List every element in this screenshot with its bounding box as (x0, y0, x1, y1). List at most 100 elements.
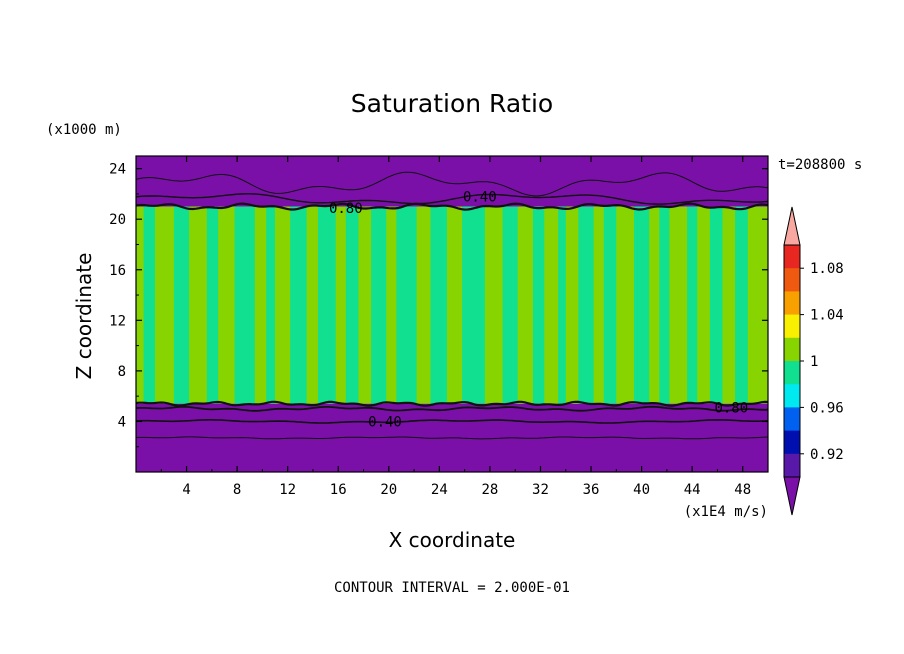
y-unit-label: (x1000 m) (46, 122, 122, 138)
cloud-band (747, 206, 768, 404)
cloud-band (649, 206, 660, 404)
y-tick-label: 16 (109, 263, 126, 279)
cloud-band (697, 206, 711, 404)
colorbar-swatch (784, 291, 800, 315)
lower-contour-080 (136, 405, 768, 412)
x-tick-label: 20 (380, 482, 397, 498)
chart-title: Saturation Ratio (351, 89, 553, 118)
lower-contour-thin (136, 436, 768, 440)
cloud-band (669, 206, 688, 404)
plot-frame (135, 155, 769, 473)
cloud-band (484, 206, 504, 404)
upper-dry-layer (136, 156, 768, 207)
y-tick-label: 12 (109, 313, 126, 329)
y-axis: 4 8 12 16 20 24 (109, 162, 768, 448)
x-unit-label: (x1E4 m/s) (684, 504, 768, 520)
colorbar-label: 0.92 (810, 447, 844, 463)
colorbar-swatch (784, 384, 800, 408)
cloud-band (275, 206, 291, 404)
contour-label-1: 0.80 (329, 201, 363, 217)
contour-label-2: 0.40 (368, 414, 402, 430)
x-axis: 4 8 12 16 20 24 28 32 36 40 44 48 (160, 156, 751, 498)
cloud-band (206, 206, 219, 404)
cloud-band (218, 206, 236, 404)
cloud-band (544, 206, 559, 404)
colorbar: 1.08 1.04 1 0.96 0.92 (783, 206, 844, 516)
x-tick-label: 32 (532, 482, 549, 498)
x-axis-label: X coordinate (389, 528, 516, 552)
cloud-band (173, 206, 190, 404)
x-tick-label: 36 (583, 482, 600, 498)
x-tick-label: 12 (279, 482, 296, 498)
x-tick-label: 44 (684, 482, 701, 498)
cloud-band (593, 206, 605, 404)
cloud-band (335, 206, 347, 404)
cloud-top-contour (136, 202, 768, 211)
lower-contour-040 (136, 419, 768, 424)
cloud-band (306, 206, 319, 404)
contour-label-3: 0.80 (714, 401, 748, 417)
cloud-band (189, 206, 208, 404)
cloud-band (687, 206, 698, 404)
cloud-band (722, 206, 736, 404)
cloud-band (565, 206, 579, 404)
cloud-band (735, 206, 749, 404)
x-tick-label: 4 (182, 482, 190, 498)
y-tick-label: 4 (118, 414, 126, 430)
cloud-band (430, 206, 448, 404)
cloud-band (234, 206, 256, 404)
cloud-bands (136, 206, 768, 404)
contour-label-0: 0.40 (463, 189, 497, 205)
colorbar-swatch (784, 314, 800, 339)
colorbar-swatch (784, 453, 800, 478)
upper-contour-040 (136, 193, 768, 205)
contour-labels: 0.40 0.80 0.40 0.80 (329, 189, 748, 430)
time-label: t=208800 s (778, 157, 862, 173)
cloud-band (634, 206, 650, 404)
cloud-band (558, 206, 567, 404)
cloud-band (502, 206, 519, 404)
cloud-band (358, 206, 372, 404)
cloud-band (290, 206, 308, 404)
cloud-band (143, 206, 156, 404)
cloud-band (462, 206, 486, 404)
cloud-band (616, 206, 635, 404)
colorbar-label: 1.08 (810, 261, 844, 277)
cloud-band (532, 206, 545, 404)
cloud-band (266, 206, 276, 404)
y-axis-label: Z coordinate (72, 253, 96, 380)
y-tick-label: 24 (109, 162, 126, 178)
cloud-band (416, 206, 432, 404)
cloud-band (371, 206, 387, 404)
plot-area: 0.40 0.80 0.40 0.80 (136, 156, 768, 472)
y-tick-label: 8 (118, 364, 126, 380)
colorbar-label: 1 (810, 354, 818, 370)
cloud-band (578, 206, 595, 404)
colorbar-swatch (784, 268, 800, 292)
cloud-band (254, 206, 267, 404)
colorbar-swatch (784, 337, 800, 362)
contour-interval-label: CONTOUR INTERVAL = 2.000E-01 (334, 580, 570, 596)
x-tick-label: 16 (330, 482, 347, 498)
cloud-band (318, 206, 337, 404)
cloud-band (517, 206, 534, 404)
colorbar-swatch (784, 430, 800, 455)
cloud-band (396, 206, 418, 404)
cloud-band (386, 206, 397, 404)
cloud-band (709, 206, 724, 404)
cloud-band (659, 206, 670, 404)
x-tick-label: 8 (233, 482, 241, 498)
cloud-band (345, 206, 359, 404)
colorbar-swatch (784, 245, 800, 269)
x-tick-label: 28 (481, 482, 498, 498)
cloud-band (136, 206, 145, 404)
cloud-band (155, 206, 175, 404)
colorbar-label: 1.04 (810, 308, 844, 324)
x-tick-label: 40 (633, 482, 650, 498)
colorbar-under-arrow (783, 476, 801, 516)
y-tick-label: 20 (109, 212, 126, 228)
colorbar-swatch (784, 361, 800, 385)
cloud-band (603, 206, 617, 404)
colorbar-label: 0.96 (810, 400, 844, 416)
